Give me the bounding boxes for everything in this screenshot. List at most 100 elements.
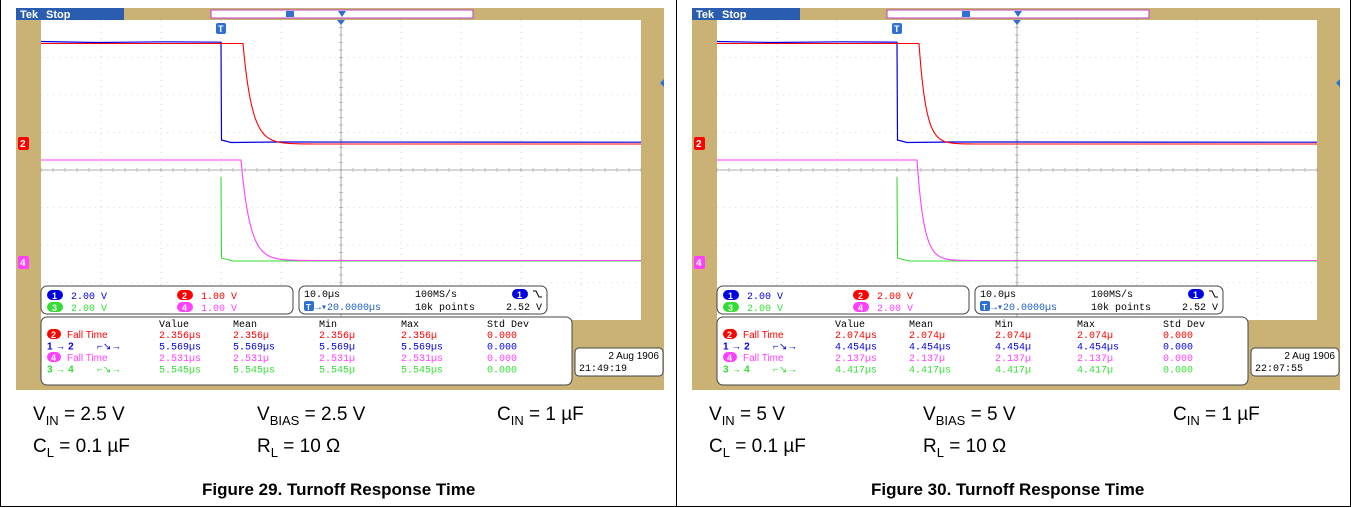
ch2-reference-tag [18,137,29,150]
channel-2-chip [177,290,193,300]
sample-rate: 100MS/s [415,289,457,301]
measurement-name: Fall Time [67,330,108,341]
measurement-value: 5.545µs [159,366,201,377]
measurement-min: 5.569µ [319,343,355,354]
capture-time: 21:49:19 [579,364,627,375]
delay-edge-icon: ⌐↘→ [97,365,121,376]
measurement-delay-label: 1 → 2 [47,342,74,353]
ch4-reference-tag [18,256,29,269]
measurement-std-dev: 0.000 [487,331,517,342]
measurement-table [40,316,573,386]
channel-1-scale: 2.00 V [747,292,783,303]
trigger-source-label: 1 [1193,290,1198,300]
ch1-waveform [716,40,1318,144]
measurement-std-dev: 0.000 [487,354,517,365]
figure-caption: Figure 29. Turnoff Response Time [202,480,476,499]
measurement-std-dev: 0.000 [1163,343,1193,354]
measurement-mean: 2.531µ [233,354,269,365]
tek-stop-box [16,8,124,20]
measurement-source-chip [723,329,737,339]
trigger-level-marker [660,79,664,87]
cin-condition: CIN = 1 µF [1173,404,1260,428]
trigger-point-marker [1013,20,1021,25]
measurement-min: 4.417µ [995,366,1031,377]
measurement-mean: 2.074µ [909,331,945,342]
ch4-waveform [717,159,1317,262]
measurement-mean: 4.417µs [909,366,951,377]
measurement-header: Mean [233,320,257,331]
measurement-header: Value [835,319,865,331]
ch4-reference-label: 4 [20,258,26,269]
channel-setup-box [716,285,970,315]
timebase-box [298,285,548,315]
measurement-mean: 2.356µ [233,331,269,342]
measurement-max: 4.417µ [1077,366,1113,377]
ch2-reference-label: 2 [696,139,702,150]
measurement-mean: 2.137µ [909,354,945,365]
measurement-value: 4.454µs [835,343,877,354]
trigger-level: 2.52 V [506,303,542,314]
vbias-condition: VBIAS = 2.5 V [257,404,366,428]
channel-setup-box [40,285,294,315]
timebase-box [974,285,1224,315]
ch2-reference-label: 2 [20,139,26,150]
rl-condition: RL = 10 Ω [257,436,341,460]
capture-date: 2 Aug 1906 [608,351,659,362]
measurement-min: 2.074µ [995,331,1031,342]
measurement-mean: 5.569µs [233,343,275,354]
measurement-header: Max [1077,320,1095,331]
ch2-waveform [717,42,1317,145]
ch2-reference-tag [694,137,705,150]
record-length: 10k points [1091,302,1151,314]
measurement-delay-label: 1 → 2 [723,342,750,353]
measurement-source-label: 4 [51,353,56,363]
measurement-source-chip [47,329,61,339]
measurement-header: Std Dev [1163,319,1205,331]
channel-2-chip-label: 2 [182,291,187,301]
trigger-badge-label: T [218,24,224,34]
measurement-max: 2.137µ [1077,354,1113,365]
channel-3-chip-label: 3 [52,303,57,313]
figure-panel-29: Tek Stop T 2 4 1 2.00 V 2 1.00 V 3 2.00 V 4 1.00 V 10… [0,0,677,507]
trigger-badge [216,23,226,34]
measurement-source-label: 4 [727,353,732,363]
channel-3-chip [723,302,739,312]
channel-4-chip-label: 4 [182,303,187,313]
ch2-waveform [41,42,641,145]
trigger-source-chip [512,289,528,299]
measurement-max: 4.454µs [1077,343,1119,354]
measurement-value: 5.569µs [159,343,201,354]
capture-date: 2 Aug 1906 [1284,351,1335,362]
timebase-value: 10.0µs [980,290,1016,301]
channel-4-chip-label: 4 [858,303,863,313]
channel-3-scale: 2.00 V [747,304,783,315]
trigger-position: →▾20.0000µs [315,303,381,314]
measurement-min: 2.531µ [319,354,355,365]
ch4-reference-tag [694,256,705,269]
channel-3-scale: 2.00 V [71,304,107,315]
channel-2-scale: 2.00 V [877,292,913,303]
cin-condition: CIN = 1 µF [497,404,584,428]
tek-stop-box [692,8,800,20]
channel-4-chip [853,302,869,312]
falling-edge-icon [533,290,542,298]
figure-panel-30: Tek Stop T 2 4 1 2.00 V 2 2.00 V 3 2.00 V 4 2.00 V 10… [676,0,1351,507]
measurement-max: 2.074µ [1077,331,1113,342]
trigger-level: 2.52 V [1182,303,1218,314]
measurement-header: Max [401,320,419,331]
record-trigger-marker [286,11,294,17]
measurement-source-chip [47,352,61,362]
measurement-mean: 4.454µs [909,343,951,354]
measurement-header: Value [159,319,189,331]
trigger-point-marker [337,20,345,25]
measurement-max: 2.531µs [401,354,443,365]
measurement-max: 5.545µs [401,366,443,377]
figure-caption: Figure 30. Turnoff Response Time [871,480,1145,499]
measurement-name: Fall Time [743,353,784,364]
channel-2-chip-label: 2 [858,291,863,301]
channel-2-scale: 1.00 V [201,292,237,303]
oscilloscope-screenshot: Tek Stop T 2 4 1 2.00 V 2 1.00 V 3 2.00 V 4 1.00 V 10… [16,8,664,390]
channel-3-chip-label: 3 [728,303,733,313]
